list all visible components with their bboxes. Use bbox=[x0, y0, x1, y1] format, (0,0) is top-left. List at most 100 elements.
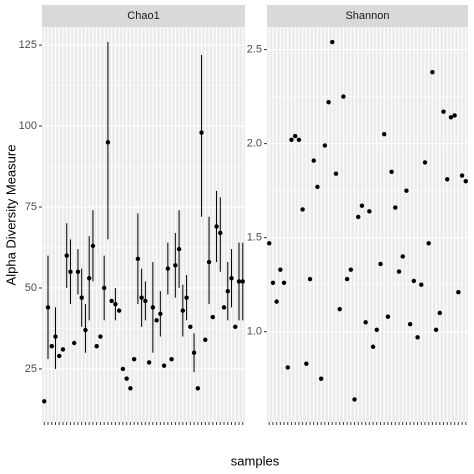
point bbox=[367, 209, 372, 214]
point bbox=[396, 269, 402, 274]
point bbox=[292, 133, 298, 139]
point bbox=[53, 334, 58, 339]
y-tick-label: 1.0 bbox=[247, 326, 262, 338]
point bbox=[311, 158, 316, 163]
y-tick-label: 25 bbox=[25, 363, 37, 375]
point bbox=[214, 224, 219, 229]
point bbox=[128, 386, 133, 391]
point bbox=[94, 344, 99, 349]
point bbox=[113, 301, 118, 307]
point bbox=[400, 254, 405, 259]
point bbox=[330, 39, 335, 45]
y-tick-label: 125 bbox=[19, 39, 37, 51]
point bbox=[72, 340, 77, 346]
point bbox=[75, 269, 81, 274]
point bbox=[322, 143, 328, 148]
point bbox=[452, 113, 457, 118]
point bbox=[184, 295, 189, 300]
point bbox=[139, 295, 144, 300]
point bbox=[404, 188, 409, 193]
point bbox=[203, 337, 208, 342]
point bbox=[180, 308, 186, 313]
point bbox=[300, 207, 305, 212]
point bbox=[176, 246, 182, 252]
point bbox=[318, 376, 324, 381]
point bbox=[456, 290, 461, 295]
point bbox=[101, 285, 107, 291]
strip-title: Shannon bbox=[345, 10, 389, 22]
point bbox=[341, 94, 346, 99]
point bbox=[109, 298, 114, 304]
point bbox=[267, 241, 272, 246]
point bbox=[389, 169, 394, 175]
x-axis-title: samples bbox=[231, 453, 280, 468]
point bbox=[270, 280, 276, 286]
point bbox=[79, 295, 84, 300]
point bbox=[229, 276, 234, 281]
panel-background bbox=[267, 27, 468, 422]
point bbox=[415, 335, 420, 340]
point bbox=[315, 184, 320, 190]
y-tick-label: 100 bbox=[19, 120, 37, 132]
point bbox=[135, 256, 141, 262]
point bbox=[463, 179, 468, 184]
y-tick-label: 50 bbox=[25, 282, 37, 294]
point bbox=[333, 171, 339, 176]
point bbox=[64, 253, 69, 258]
point bbox=[165, 266, 171, 271]
point bbox=[378, 261, 383, 267]
point bbox=[374, 327, 379, 333]
point bbox=[411, 278, 417, 284]
point bbox=[445, 177, 450, 182]
point bbox=[359, 203, 365, 208]
point bbox=[173, 263, 178, 268]
point bbox=[363, 320, 368, 325]
point bbox=[169, 356, 174, 362]
point bbox=[352, 397, 357, 402]
point bbox=[240, 279, 245, 284]
point bbox=[218, 230, 223, 236]
y-axis-title: Alpha Diversity Measure bbox=[3, 145, 18, 286]
point bbox=[233, 324, 238, 330]
point bbox=[393, 205, 398, 210]
point bbox=[356, 214, 361, 220]
point bbox=[448, 115, 454, 120]
point bbox=[344, 276, 350, 282]
point bbox=[206, 259, 212, 265]
point bbox=[124, 376, 129, 381]
point bbox=[236, 279, 242, 284]
point bbox=[146, 360, 152, 365]
panel-background bbox=[42, 27, 245, 422]
point bbox=[441, 109, 446, 114]
point bbox=[348, 267, 354, 272]
point bbox=[191, 350, 197, 355]
point bbox=[60, 347, 66, 352]
point bbox=[289, 137, 294, 143]
point bbox=[42, 399, 47, 404]
point bbox=[278, 267, 283, 272]
point bbox=[57, 353, 62, 359]
point bbox=[437, 310, 443, 316]
point bbox=[98, 334, 103, 339]
point bbox=[407, 321, 413, 327]
point bbox=[381, 132, 387, 137]
point bbox=[49, 344, 54, 349]
point bbox=[225, 288, 230, 294]
point bbox=[326, 100, 331, 105]
point bbox=[161, 363, 167, 368]
point bbox=[199, 130, 204, 135]
strip bbox=[42, 5, 245, 27]
point bbox=[68, 269, 73, 274]
point bbox=[45, 305, 51, 310]
point bbox=[459, 173, 465, 178]
strip-title: Chao1 bbox=[127, 10, 159, 22]
y-tick-label: 2.5 bbox=[247, 43, 262, 55]
point bbox=[120, 366, 126, 372]
point bbox=[281, 280, 287, 286]
point bbox=[195, 386, 201, 391]
point bbox=[131, 356, 137, 362]
point bbox=[86, 276, 92, 281]
point bbox=[385, 314, 391, 319]
point bbox=[433, 327, 439, 333]
